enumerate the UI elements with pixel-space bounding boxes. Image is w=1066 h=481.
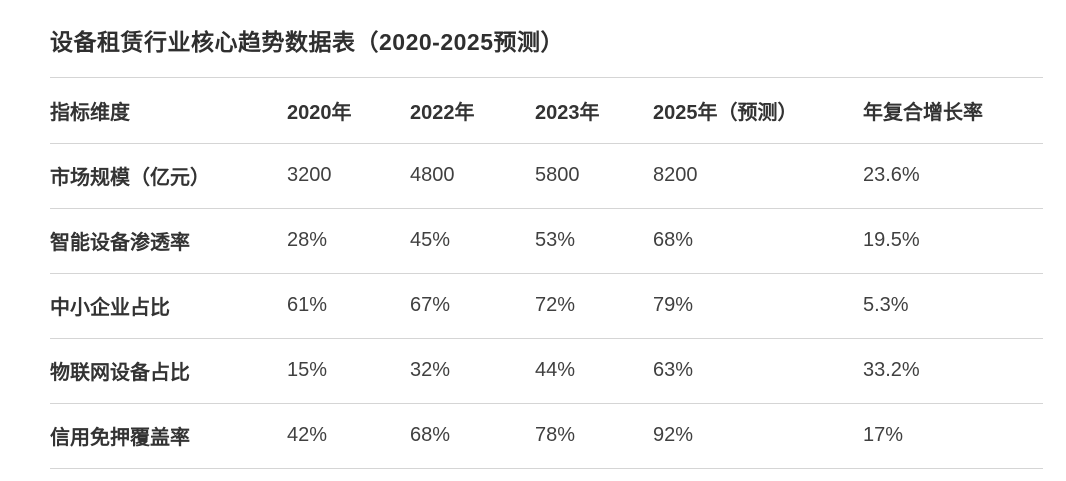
table-cell: 28% [287, 208, 410, 274]
table-row: 中小企业占比 61% 67% 72% 79% 5.3% [50, 273, 1043, 339]
table-cell: 33.2% [863, 338, 1043, 404]
column-header-cagr: 年复合增长率 [863, 78, 1043, 144]
table-header-row: 指标维度 2020年 2022年 2023年 2025年（预测） 年复合增长率 [50, 78, 1043, 144]
table-cell: 53% [535, 208, 653, 274]
page: 设备租赁行业核心趋势数据表（2020-2025预测） 指标维度 2020年 20… [50, 0, 1043, 469]
table-cell: 79% [653, 273, 863, 339]
row-label: 信用免押覆盖率 [50, 403, 287, 469]
table-cell: 45% [410, 208, 535, 274]
table-cell: 4800 [410, 143, 535, 209]
row-label: 市场规模（亿元） [50, 143, 287, 209]
table-cell: 68% [410, 403, 535, 469]
table-cell: 19.5% [863, 208, 1043, 274]
table-cell: 63% [653, 338, 863, 404]
table-cell: 44% [535, 338, 653, 404]
column-header-2022: 2022年 [410, 78, 535, 144]
table-row: 物联网设备占比 15% 32% 44% 63% 33.2% [50, 338, 1043, 404]
column-header-metric: 指标维度 [50, 78, 287, 144]
column-header-2023: 2023年 [535, 78, 653, 144]
table-cell: 32% [410, 338, 535, 404]
table-cell: 78% [535, 403, 653, 469]
table-cell: 15% [287, 338, 410, 404]
row-label: 物联网设备占比 [50, 338, 287, 404]
trend-data-table: 指标维度 2020年 2022年 2023年 2025年（预测） 年复合增长率 … [50, 78, 1043, 469]
table-cell: 42% [287, 403, 410, 469]
title-block: 设备租赁行业核心趋势数据表（2020-2025预测） [50, 0, 1043, 78]
row-label: 智能设备渗透率 [50, 208, 287, 274]
table-cell: 67% [410, 273, 535, 339]
column-header-2020: 2020年 [287, 78, 410, 144]
table-cell: 5.3% [863, 273, 1043, 339]
table-row: 信用免押覆盖率 42% 68% 78% 92% 17% [50, 403, 1043, 469]
table-row: 智能设备渗透率 28% 45% 53% 68% 19.5% [50, 208, 1043, 274]
table-cell: 5800 [535, 143, 653, 209]
table-cell: 68% [653, 208, 863, 274]
table-cell: 72% [535, 273, 653, 339]
page-title: 设备租赁行业核心趋势数据表（2020-2025预测） [50, 29, 564, 55]
column-header-2025-forecast: 2025年（预测） [653, 78, 863, 144]
row-label: 中小企业占比 [50, 273, 287, 339]
table-cell: 23.6% [863, 143, 1043, 209]
table-cell: 61% [287, 273, 410, 339]
table-cell: 17% [863, 403, 1043, 469]
table-cell: 8200 [653, 143, 863, 209]
table-cell: 3200 [287, 143, 410, 209]
table-row: 市场规模（亿元） 3200 4800 5800 8200 23.6% [50, 143, 1043, 209]
table-cell: 92% [653, 403, 863, 469]
